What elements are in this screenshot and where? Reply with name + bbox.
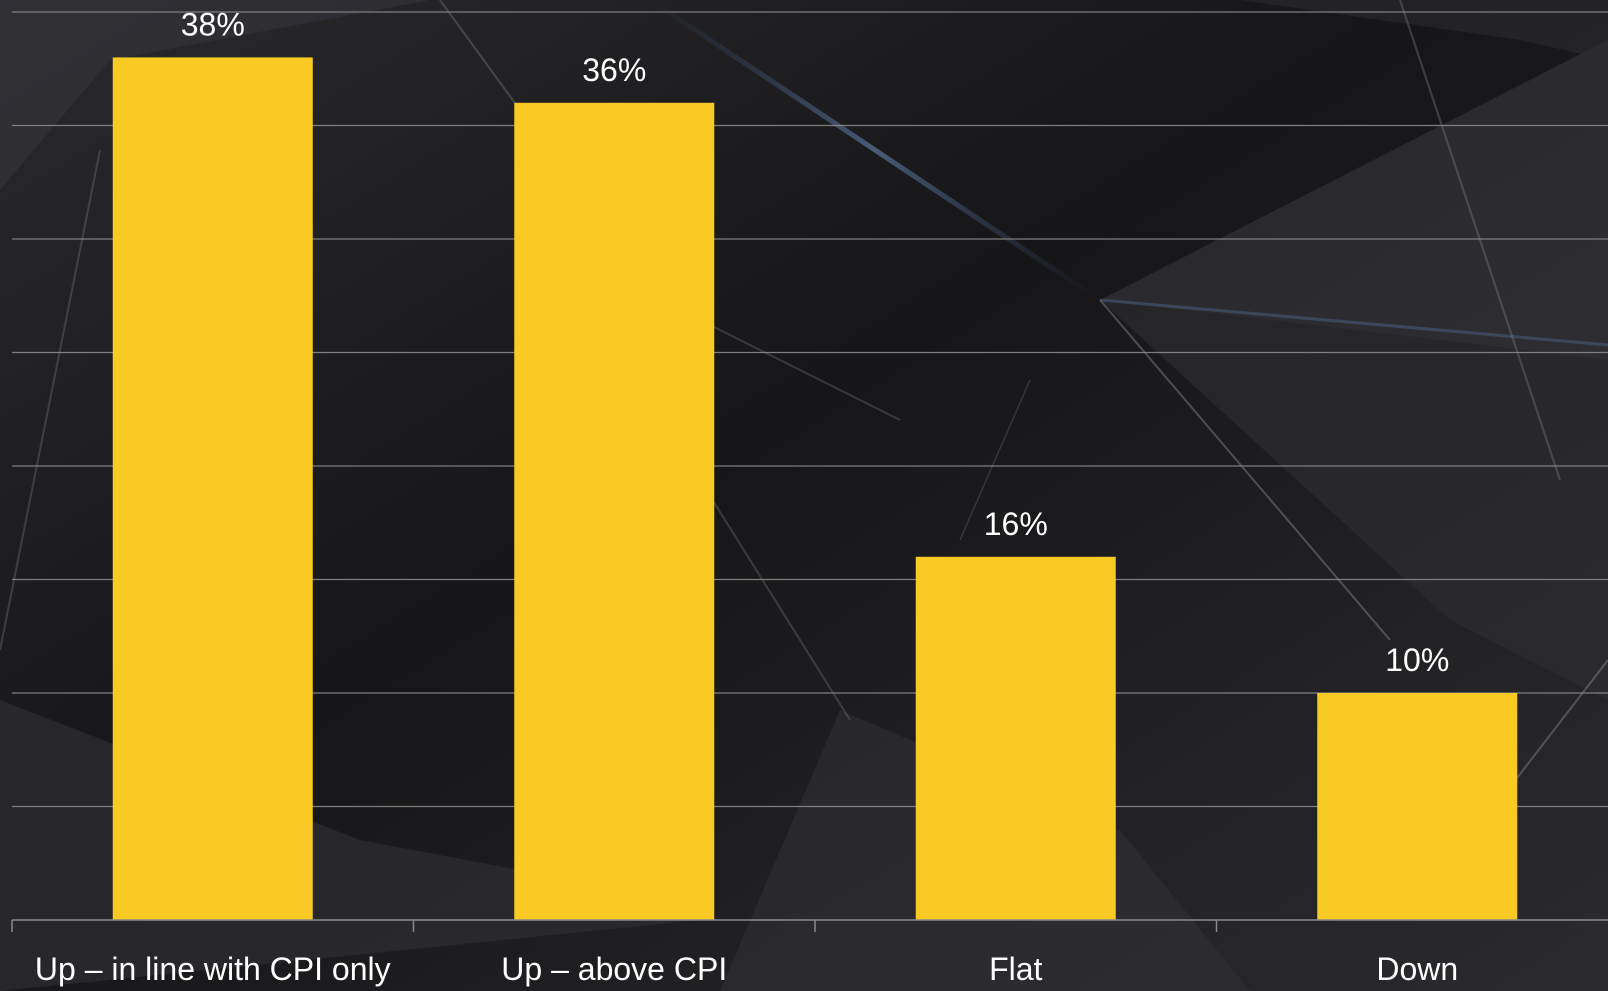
bar <box>112 57 313 920</box>
category-labels: Up – in line with CPI only Up – above CPI… <box>35 951 1458 987</box>
bar <box>514 102 715 921</box>
data-label: 10% <box>1385 642 1449 678</box>
data-label: 16% <box>984 506 1048 542</box>
data-label: 36% <box>582 52 646 88</box>
bar <box>915 556 1116 920</box>
category-label: Down <box>1376 951 1458 987</box>
data-label: 38% <box>181 6 245 42</box>
bar <box>1317 693 1518 920</box>
value-labels: 38% 36% 16% 10% <box>181 6 1450 678</box>
x-axis <box>11 919 1608 932</box>
category-label: Flat <box>989 951 1042 987</box>
category-label: Up – above CPI <box>501 951 727 987</box>
bars <box>112 57 1518 921</box>
category-label: Up – in line with CPI only <box>35 951 391 987</box>
